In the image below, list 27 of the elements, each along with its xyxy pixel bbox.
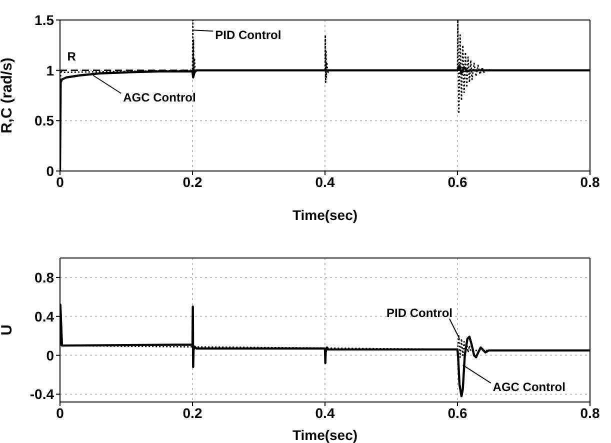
x-tick-label: 0	[56, 174, 64, 190]
annotation: R	[67, 49, 76, 64]
annotation: AGC Control	[492, 380, 566, 394]
x-tick-label: 0.4	[315, 174, 335, 190]
y-axis-title: R,C (rad/s)	[0, 58, 16, 134]
annotation: PID Control	[215, 28, 282, 42]
y-tick-label: 0.4	[34, 308, 54, 324]
y-tick-label: 0.8	[34, 269, 54, 286]
y-tick-label: 0	[46, 162, 54, 179]
x-tick-label: 0	[56, 404, 64, 421]
y-tick-label: -0.4	[30, 386, 54, 402]
y-tick-label: 0.5	[34, 112, 54, 129]
x-tick-label: 0.8	[580, 174, 600, 190]
x-tick-label: 0.8	[580, 404, 600, 421]
x-tick-label: 0.2	[182, 174, 202, 190]
x-tick-label: 0.4	[315, 404, 335, 421]
annotation: PID Control	[386, 306, 452, 320]
x-tick-label: 0.2	[182, 404, 202, 421]
x-axis-title: Time(sec)	[292, 207, 358, 223]
x-tick-label: 0.6	[448, 174, 468, 190]
y-axis-title: U	[0, 324, 16, 336]
y-tick-label: 1	[46, 62, 54, 78]
annotation: AGC Control	[123, 90, 196, 104]
x-axis-title: Time(sec)	[292, 427, 358, 443]
x-tick-label: 0.6	[448, 404, 468, 421]
y-tick-label: 1.5	[34, 12, 54, 28]
y-tick-label: 0	[46, 347, 54, 364]
